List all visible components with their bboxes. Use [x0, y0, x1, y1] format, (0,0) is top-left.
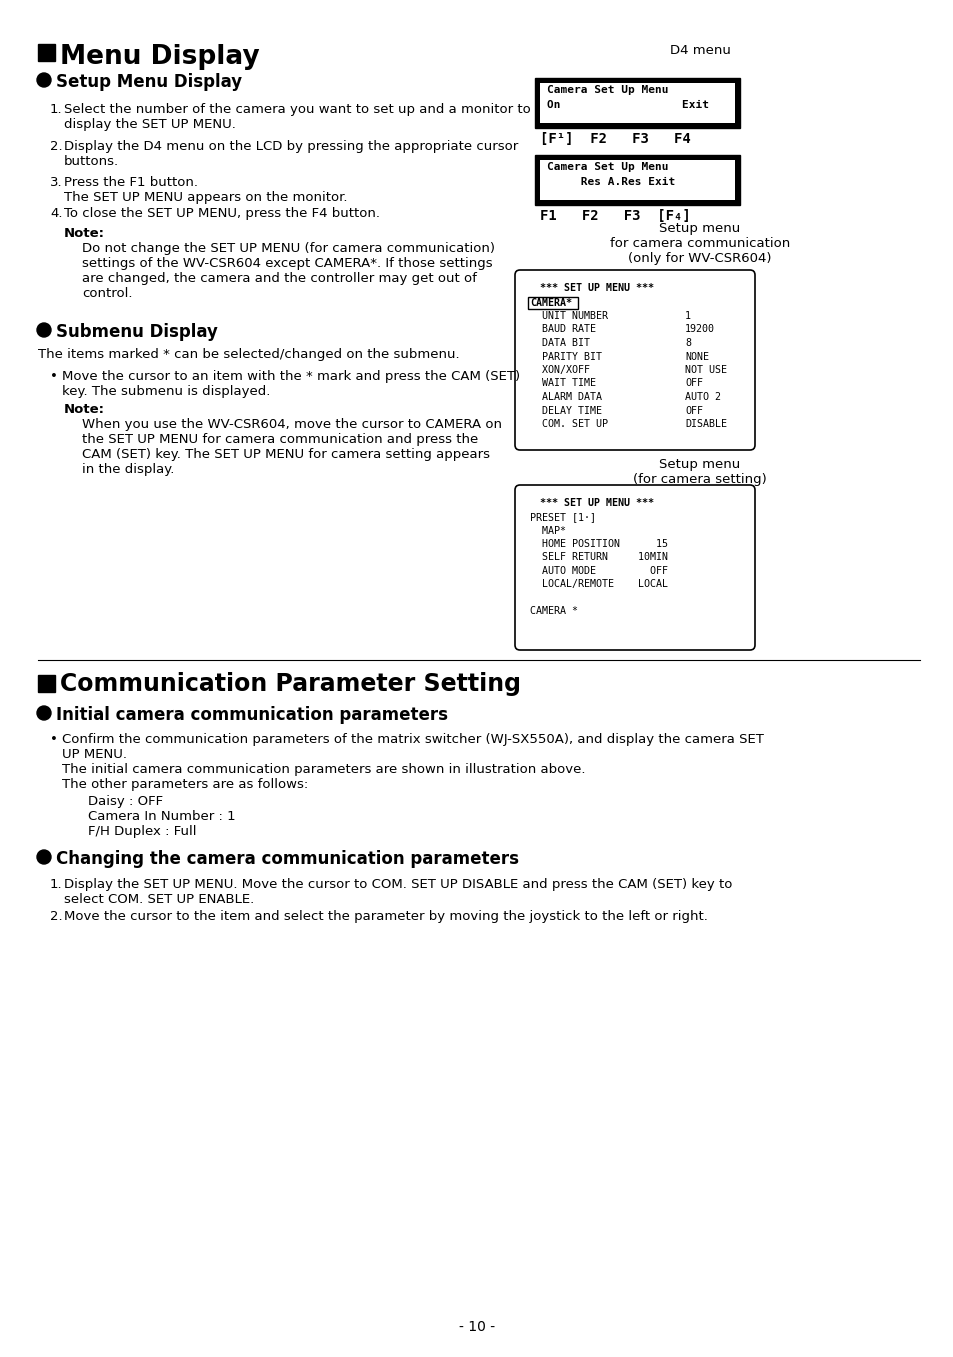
Text: 4.: 4.	[50, 208, 63, 220]
Text: MAP*: MAP*	[530, 525, 565, 536]
Text: F1   F2   F3  [F₄]: F1 F2 F3 [F₄]	[539, 209, 690, 223]
Text: 1: 1	[684, 311, 690, 322]
Text: Move the cursor to the item and select the parameter by moving the joystick to t: Move the cursor to the item and select t…	[64, 911, 707, 923]
Text: 2.: 2.	[50, 140, 63, 153]
Text: Display the SET UP MENU. Move the cursor to COM. SET UP DISABLE and press the CA: Display the SET UP MENU. Move the cursor…	[64, 878, 732, 906]
Text: To close the SET UP MENU, press the F4 button.: To close the SET UP MENU, press the F4 b…	[64, 208, 379, 220]
Circle shape	[37, 323, 51, 337]
Text: COM. SET UP: COM. SET UP	[530, 419, 607, 429]
Text: Move the cursor to an item with the * mark and press the CAM (SET)
key. The subm: Move the cursor to an item with the * ma…	[62, 370, 519, 398]
Text: SELF RETURN     10MIN: SELF RETURN 10MIN	[530, 552, 667, 563]
Circle shape	[37, 73, 51, 87]
Text: HOME POSITION      15: HOME POSITION 15	[530, 539, 667, 550]
Bar	[535, 77, 740, 128]
Text: PRESET [1·]: PRESET [1·]	[530, 512, 596, 522]
FancyBboxPatch shape	[515, 484, 754, 650]
FancyBboxPatch shape	[515, 270, 754, 451]
Text: When you use the WV-CSR604, move the cursor to CAMERA on
the SET UP MENU for cam: When you use the WV-CSR604, move the cur…	[82, 418, 501, 476]
Text: Setup menu
for camera communication
(only for WV-CSR604): Setup menu for camera communication (onl…	[609, 223, 789, 265]
Text: 2.: 2.	[50, 911, 63, 923]
Text: The items marked * can be selected/changed on the submenu.: The items marked * can be selected/chang…	[38, 347, 459, 361]
Text: Changing the camera communication parameters: Changing the camera communication parame…	[56, 849, 518, 868]
Text: Menu Display: Menu Display	[60, 43, 259, 71]
Text: Select the number of the camera you want to set up and a monitor to
display the : Select the number of the camera you want…	[64, 103, 530, 132]
Bar	[38, 43, 55, 61]
Text: OFF: OFF	[684, 379, 702, 388]
Text: Daisy : OFF: Daisy : OFF	[88, 795, 163, 807]
Text: CAMERA *: CAMERA *	[530, 607, 578, 616]
Text: Do not change the SET UP MENU (for camera communication)
settings of the WV-CSR6: Do not change the SET UP MENU (for camer…	[82, 242, 495, 300]
Bar	[38, 674, 55, 692]
Bar	[539, 160, 734, 199]
Text: Note:: Note:	[64, 403, 105, 417]
Text: Press the F1 button.
The SET UP MENU appears on the monitor.: Press the F1 button. The SET UP MENU app…	[64, 176, 347, 204]
Text: 3.: 3.	[50, 176, 63, 189]
Text: Display the D4 menu on the LCD by pressing the appropriate cursor
buttons.: Display the D4 menu on the LCD by pressi…	[64, 140, 517, 168]
Bar	[539, 83, 734, 123]
Text: ALARM DATA: ALARM DATA	[530, 392, 601, 402]
Text: 19200: 19200	[684, 324, 714, 334]
Text: Res A.Res Exit: Res A.Res Exit	[546, 176, 675, 187]
Text: Note:: Note:	[64, 227, 105, 240]
Text: 1.: 1.	[50, 878, 63, 892]
Text: LOCAL/REMOTE    LOCAL: LOCAL/REMOTE LOCAL	[530, 579, 667, 589]
Text: UNIT NUMBER: UNIT NUMBER	[530, 311, 607, 322]
Text: Setup Menu Display: Setup Menu Display	[56, 73, 242, 91]
Text: 8: 8	[684, 338, 690, 347]
Text: NONE: NONE	[684, 351, 708, 361]
Text: Communication Parameter Setting: Communication Parameter Setting	[60, 672, 520, 696]
Text: DELAY TIME: DELAY TIME	[530, 406, 601, 415]
Text: 1.: 1.	[50, 103, 63, 115]
Text: On                  Exit: On Exit	[546, 100, 708, 110]
Text: Confirm the communication parameters of the matrix switcher (WJ-SX550A), and dis: Confirm the communication parameters of …	[62, 733, 763, 791]
Text: AUTO 2: AUTO 2	[684, 392, 720, 402]
Text: PARITY BIT: PARITY BIT	[530, 351, 601, 361]
Text: F/H Duplex : Full: F/H Duplex : Full	[88, 825, 196, 839]
Text: •: •	[50, 733, 58, 746]
Circle shape	[37, 849, 51, 864]
Text: *** SET UP MENU ***: *** SET UP MENU ***	[539, 284, 654, 293]
Text: *** SET UP MENU ***: *** SET UP MENU ***	[539, 498, 654, 508]
Text: [F¹]  F2   F3   F4: [F¹] F2 F3 F4	[539, 132, 690, 147]
Text: OFF: OFF	[684, 406, 702, 415]
Text: XON/XOFF: XON/XOFF	[530, 365, 589, 375]
Text: Submenu Display: Submenu Display	[56, 323, 217, 341]
Text: DATA BIT: DATA BIT	[530, 338, 589, 347]
Text: AUTO MODE         OFF: AUTO MODE OFF	[530, 566, 667, 575]
Text: Setup menu
(for camera setting): Setup menu (for camera setting)	[633, 459, 766, 486]
Circle shape	[37, 706, 51, 721]
Bar	[535, 155, 740, 205]
Text: DISABLE: DISABLE	[684, 419, 726, 429]
Text: CAMERA*: CAMERA*	[530, 299, 572, 308]
Text: •: •	[50, 370, 58, 383]
Text: BAUD RATE: BAUD RATE	[530, 324, 596, 334]
Text: Camera In Number : 1: Camera In Number : 1	[88, 810, 235, 822]
Text: D4 menu: D4 menu	[669, 43, 730, 57]
Bar	[527, 297, 578, 309]
Text: Camera Set Up Menu: Camera Set Up Menu	[546, 161, 668, 172]
Text: - 10 -: - 10 -	[458, 1320, 495, 1334]
Text: Camera Set Up Menu: Camera Set Up Menu	[546, 85, 668, 95]
Text: WAIT TIME: WAIT TIME	[530, 379, 596, 388]
Text: NOT USE: NOT USE	[684, 365, 726, 375]
Text: Initial camera communication parameters: Initial camera communication parameters	[56, 706, 448, 725]
